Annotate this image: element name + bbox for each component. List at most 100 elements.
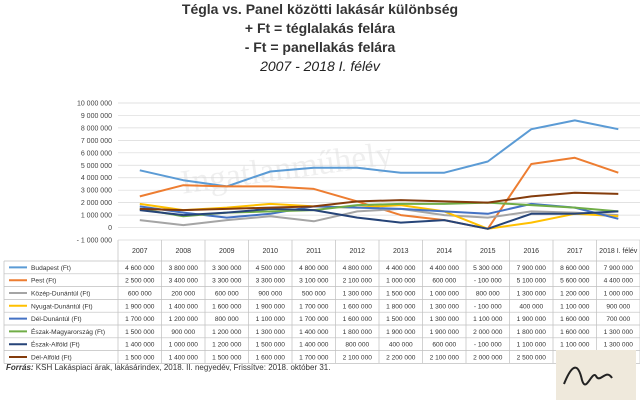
x-tick-label: 2015 <box>480 248 496 255</box>
data-label: 900 000 <box>258 291 282 298</box>
data-label: 1 000 000 <box>430 291 460 298</box>
data-label: 400 000 <box>519 303 543 310</box>
data-label: 1 500 000 <box>256 342 286 349</box>
data-label: 4 400 000 <box>604 278 634 285</box>
data-label: 900 000 <box>606 303 630 310</box>
data-label: 2 000 000 <box>473 329 503 336</box>
data-label: 2 000 000 <box>473 355 503 362</box>
data-label: 4 800 000 <box>299 265 329 272</box>
x-tick-label: 2011 <box>306 248 321 255</box>
legend-label: Közép-Dunántúl (Ft) <box>31 291 90 298</box>
data-label: 600 000 <box>215 291 239 298</box>
data-label: 1 500 000 <box>125 355 155 362</box>
chart-period: 2007 - 2018 I. félév <box>260 58 380 74</box>
data-label: 2 100 000 <box>343 355 373 362</box>
logo <box>556 350 636 400</box>
data-label: 1 900 000 <box>517 316 547 323</box>
chart-subtitle-minus: - Ft = panellakás felára <box>244 39 396 55</box>
data-label: 1 400 000 <box>169 303 199 310</box>
data-label: 1 500 000 <box>386 291 416 298</box>
data-label: - 100 000 <box>474 342 502 349</box>
x-tick-label: 2013 <box>393 248 409 255</box>
data-label: 800 000 <box>476 291 500 298</box>
data-label: 600 000 <box>128 291 152 298</box>
x-tick-label: 2009 <box>219 248 235 255</box>
data-label: 3 100 000 <box>299 278 329 285</box>
series-line-nyugat-dun-nt-l-ft- <box>139 202 619 230</box>
y-tick-label: 8 000 000 <box>81 125 112 132</box>
data-label: 1 700 000 <box>299 303 329 310</box>
data-label: 1 600 000 <box>343 303 373 310</box>
data-label: 1 600 000 <box>560 316 590 323</box>
source-text: KSH Lakáspiaci árak, lakásárindex, 2018.… <box>33 363 331 372</box>
data-label: 4 400 000 <box>386 265 416 272</box>
y-tick-label: 4 000 000 <box>81 175 112 182</box>
data-label: 1 100 000 <box>473 316 503 323</box>
data-label: 1 500 000 <box>212 355 242 362</box>
data-label: 1 700 000 <box>299 355 329 362</box>
data-label: 3 400 000 <box>169 278 199 285</box>
data-label: 2 100 000 <box>430 355 460 362</box>
legend-label: Észak-Magyarország (Ft) <box>31 327 105 336</box>
y-tick-label: 6 000 000 <box>81 150 112 157</box>
data-label: 1 600 000 <box>343 316 373 323</box>
legend-label: Dél-Dunántúl (Ft) <box>31 316 82 323</box>
data-label: 8 600 000 <box>560 265 590 272</box>
data-label: 1 300 000 <box>256 329 286 336</box>
data-label: 1 300 000 <box>430 316 460 323</box>
data-label: 1 300 000 <box>604 329 634 336</box>
data-label: 700 000 <box>606 316 630 323</box>
data-label: 1 400 000 <box>169 355 199 362</box>
y-tick-label: 1 000 000 <box>81 213 112 220</box>
x-tick-label: 2016 <box>523 248 539 255</box>
source-label: Forrás: <box>6 363 34 372</box>
data-label: 1 300 000 <box>604 342 634 349</box>
series-line-k-z-p-dun-nt-l-ft- <box>139 207 619 227</box>
y-tick-label: 7 000 000 <box>81 138 112 145</box>
data-label: 1 100 000 <box>256 316 286 323</box>
data-label: 7 900 000 <box>604 265 634 272</box>
data-label: 4 400 000 <box>430 265 460 272</box>
x-tick-label: 2007 <box>132 248 148 255</box>
data-label: 4 500 000 <box>256 265 286 272</box>
data-label: 2 200 000 <box>386 355 416 362</box>
data-label: 1 200 000 <box>212 342 242 349</box>
data-label: 1 800 000 <box>517 329 547 336</box>
y-tick-label: 2 000 000 <box>81 200 112 207</box>
legend-label: Budapest (Ft) <box>31 265 71 272</box>
data-label: 1 200 000 <box>169 316 199 323</box>
data-label: 600 000 <box>432 278 456 285</box>
series-line-budapest-ft- <box>139 119 619 188</box>
data-label: 1 800 000 <box>386 303 416 310</box>
data-label: 3 300 000 <box>212 278 242 285</box>
chart-title: Tégla vs. Panel közötti lakásár különbsé… <box>181 1 459 17</box>
legend-label: Pest (Ft) <box>31 278 56 285</box>
x-tick-label: 2017 <box>567 248 583 255</box>
data-label: 900 000 <box>171 329 195 336</box>
data-label: 1 800 000 <box>343 329 373 336</box>
data-label: 2 500 000 <box>517 355 547 362</box>
chart-subtitle-plus: + Ft = téglalakás felára <box>244 20 396 36</box>
data-label: - 100 000 <box>474 303 502 310</box>
data-label: 1 300 000 <box>343 291 373 298</box>
data-label: 5 600 000 <box>560 278 590 285</box>
data-label: 4 600 000 <box>125 265 155 272</box>
data-label: 500 000 <box>302 291 326 298</box>
data-label: 1 100 000 <box>560 303 590 310</box>
data-label: 800 000 <box>215 316 239 323</box>
data-label: 1 700 000 <box>299 316 329 323</box>
series-line--szak-alf-ld-ft- <box>139 207 619 230</box>
data-label: 1 300 000 <box>430 303 460 310</box>
y-tick-label: 10 000 000 <box>77 101 112 108</box>
data-label: 1 400 000 <box>299 342 329 349</box>
legend-label: Észak-Alföld (Ft) <box>31 340 80 349</box>
data-label: 5 100 000 <box>517 278 547 285</box>
y-tick-label: - 1 000 000 <box>77 238 113 245</box>
data-label: 1 900 000 <box>430 329 460 336</box>
x-tick-label: 2010 <box>262 248 278 255</box>
data-label: 1 600 000 <box>256 355 286 362</box>
data-label: - 100 000 <box>474 278 502 285</box>
data-label: 1 200 000 <box>212 329 242 336</box>
data-label: 800 000 <box>345 342 369 349</box>
